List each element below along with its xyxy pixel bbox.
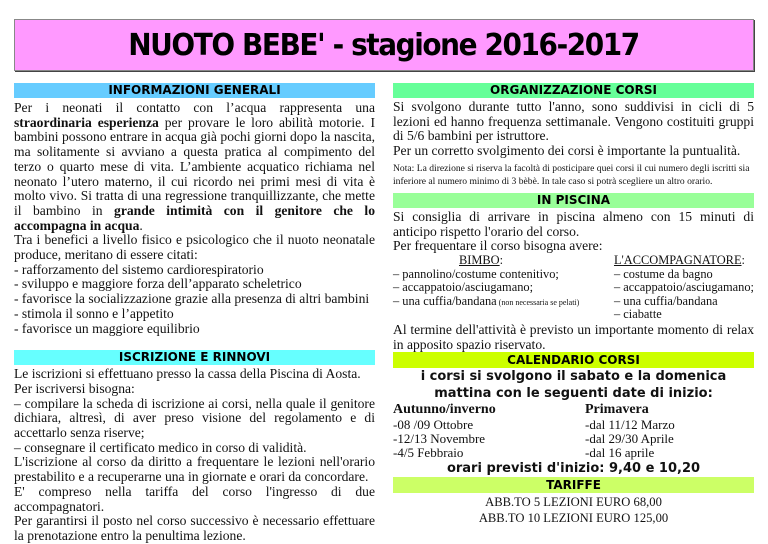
title-season: - stagione 2016-2017 (324, 27, 641, 63)
date-item: -4/5 Febbraio (393, 445, 464, 461)
left-column: INFORMAZIONI GENERALI Per i neonati il c… (14, 83, 375, 544)
bimbo-item: – accappatoio/asciugamano; (393, 280, 534, 295)
bimbo-note: (non necessaria se pelati) (496, 297, 580, 307)
orari-inizio: orari previsti d'inizio: 9,40 e 10,20 (446, 461, 701, 477)
piscina-lists: BIMBO: – pannolino/costume contenitivo; … (393, 252, 754, 322)
piscina-paragraph: Si consiglia di arrivare in piscina alme… (393, 208, 754, 239)
tariffa-item: ABB.TO 10 LEZIONI EURO 125,00 (478, 511, 669, 526)
benefit-item: - favorisce la socializzazione grazie al… (14, 291, 370, 307)
header-tariffe: TARIFFE (393, 477, 754, 494)
accompagnatore-list: L'ACCOMPAGNATORE: – costume da bagno – a… (613, 252, 754, 322)
organizzazione-paragraph: Si svolgono durante tutto l'anno, sono s… (393, 99, 754, 144)
date-item: -08 /09 Ottobre (393, 417, 474, 433)
benefit-item: - rafforzamento del sistemo cardiorespir… (14, 261, 264, 277)
iscrizione-line: L'iscrizione al corso da diritto a frequ… (14, 454, 375, 485)
tariffa-item: ABB.TO 5 LEZIONI EURO 68,00 (485, 495, 662, 510)
calendario-intro: i corsi si svolgono il sabato e la domen… (420, 369, 727, 402)
iscrizione-line: Per garantirsi il posto nel corso succes… (14, 513, 375, 543)
header-calendario: CALENDARIO CORSI (393, 352, 754, 369)
page-title: NUOTO BEBE' - stagione 2016-2017 (128, 27, 641, 63)
header-piscina: IN PISCINA (393, 192, 754, 208)
primavera-list: Primavera -dal 11/12 Marzo -dal 29/30 Ap… (585, 402, 675, 460)
bimbo-item: – pannolino/costume contenitivo; (393, 266, 559, 281)
date-item: -dal 29/30 Aprile (585, 431, 674, 447)
benefit-item: - favorisce un maggiore equilibrio (14, 320, 200, 336)
bimbo-item: – una cuffia/bandana (393, 293, 497, 308)
right-column: ORGANIZZAZIONE CORSI Si svolgono durante… (393, 83, 754, 526)
iscrizione-section: Le iscrizioni si effettuano presso la ca… (14, 367, 375, 543)
iscrizione-line: E' compreso nella tariffa del corso l'in… (14, 483, 375, 514)
date-item: -dal 11/12 Marzo (585, 417, 675, 433)
accompagnatore-label: L'ACCOMPAGNATORE (613, 252, 742, 267)
accompagnatore-item: – ciabatte (613, 307, 662, 322)
bimbo-list: BIMBO: – pannolino/costume contenitivo; … (393, 252, 614, 322)
accompagnatore-item: – accappatoio/asciugamano; (613, 280, 754, 295)
accompagnatore-item: – costume da bagno (613, 266, 713, 281)
header-informazioni: INFORMAZIONI GENERALI (14, 83, 375, 98)
benefit-item: - stimola il sonno e l’appetito (14, 305, 174, 321)
autunno-label: Autunno/inverno (393, 402, 496, 418)
piscina-requirements-intro: Per frequentare il corso bisogna avere: (393, 238, 603, 254)
bimbo-label: BIMBO (459, 252, 500, 267)
iscrizione-line: Per iscriversi bisogna: (14, 380, 135, 396)
iscrizione-line: – consegnare il certificato medico in co… (14, 439, 307, 455)
tariffe-list: ABB.TO 5 LEZIONI EURO 68,00 ABB.TO 10 LE… (393, 494, 754, 526)
title-banner: NUOTO BEBE' - stagione 2016-2017 (14, 19, 754, 71)
header-iscrizione: ISCRIZIONE E RINNOVI (14, 350, 375, 366)
benefit-item: - sviluppo e maggiore forza dell’apparat… (14, 276, 302, 292)
iscrizione-line: – compilare la scheda di iscrizione ai c… (14, 395, 375, 441)
primavera-label: Primavera (585, 402, 649, 418)
calendario-dates: Autunno/inverno -08 /09 Ottobre -12/13 N… (393, 402, 754, 460)
date-item: -12/13 Novembre (393, 431, 486, 447)
date-item: -dal 16 aprile (585, 445, 655, 461)
piscina-relax: Al termine dell'attività è previsto un i… (393, 321, 754, 352)
organizzazione-nota: Nota: La direzione si riserva la facoltà… (393, 162, 750, 187)
iscrizione-line: Le iscrizioni si effettuano presso la ca… (14, 366, 361, 382)
info-section: Per i neonati il contatto con l’acqua ra… (14, 100, 375, 336)
info-benefits-intro: Tra i benefici a livello fisico e psicol… (14, 232, 375, 263)
header-organizzazione: ORGANIZZAZIONE CORSI (393, 83, 754, 98)
info-paragraph: Per i neonati il contatto con l’acqua ra… (14, 100, 375, 233)
organizzazione-puntualita: Per un corretto svolgimento dei corsi è … (393, 143, 741, 159)
autunno-list: Autunno/inverno -08 /09 Ottobre -12/13 N… (393, 402, 585, 460)
accompagnatore-item: – una cuffia/bandana (613, 293, 718, 308)
organizzazione-section: Si svolgono durante tutto l'anno, sono s… (393, 99, 754, 159)
piscina-intro: Si consiglia di arrivare in piscina alme… (393, 208, 754, 254)
title-main: NUOTO BEBE' (128, 27, 326, 63)
